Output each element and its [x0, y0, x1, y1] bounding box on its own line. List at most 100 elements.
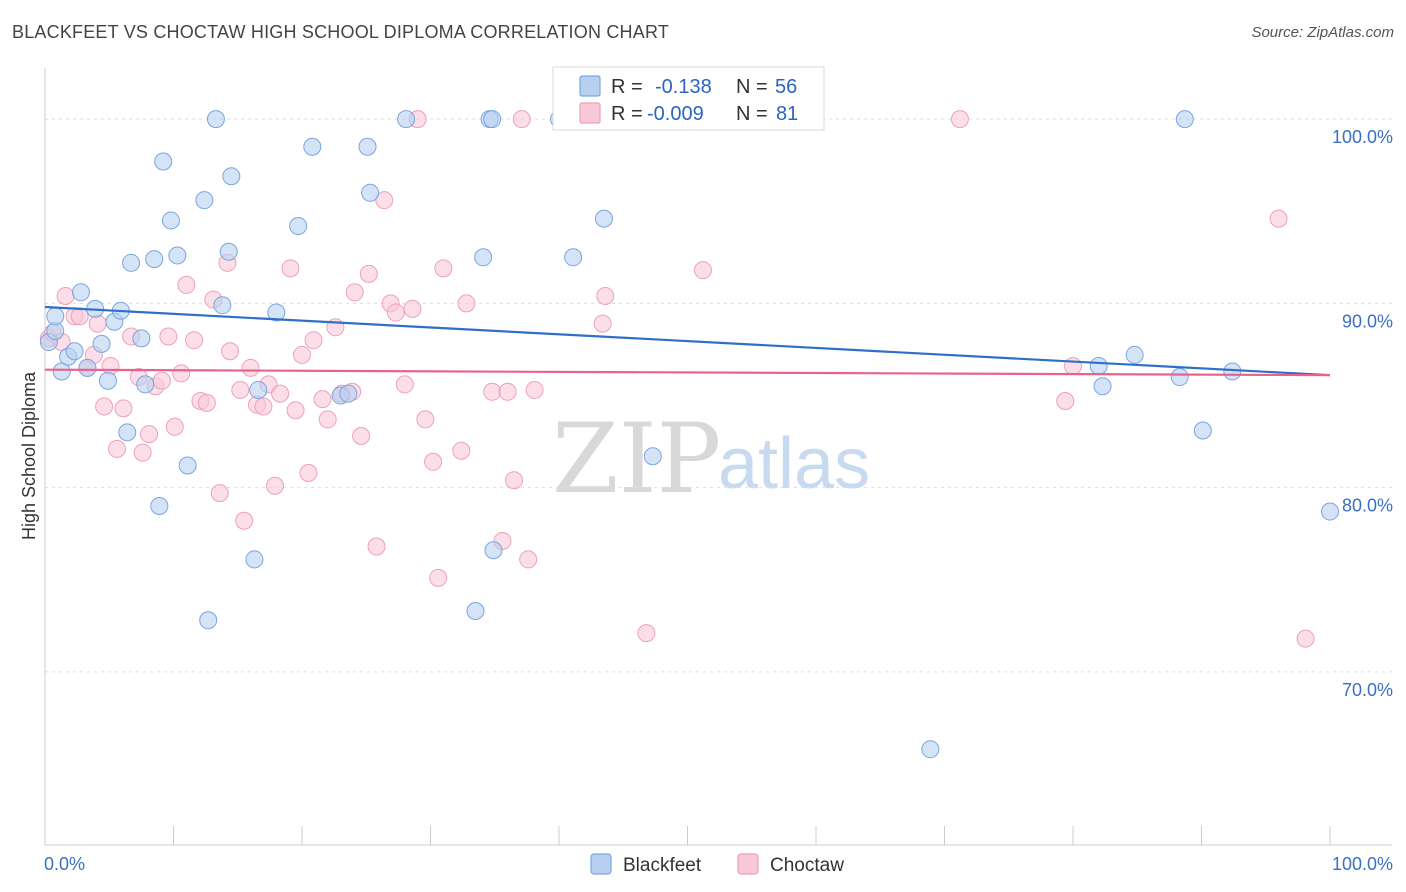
- choctaw-point: [434, 259, 453, 278]
- blackfeet-point: [71, 283, 90, 302]
- blackfeet-point: [339, 384, 358, 403]
- choctaw-point: [172, 364, 191, 383]
- blackfeet-point: [78, 358, 97, 377]
- blackfeet-point: [303, 137, 322, 156]
- blackfeet-point: [154, 152, 173, 171]
- choctaw-point: [429, 568, 448, 587]
- blackfeet-point: [249, 380, 268, 399]
- blackfeet-point: [397, 110, 416, 129]
- blackfeet-point: [206, 110, 225, 129]
- y-axis-title: High School Diploma: [19, 371, 39, 540]
- choctaw-point: [457, 294, 476, 313]
- choctaw-point: [293, 345, 311, 364]
- choctaw-point: [424, 452, 443, 471]
- choctaw-point: [107, 439, 126, 458]
- choctaw-point: [304, 331, 323, 350]
- blackfeet-point: [1321, 502, 1339, 521]
- legend-n-value-choctaw: 81: [776, 103, 798, 125]
- blackfeet-point: [1093, 377, 1112, 396]
- stats-legend: R = -0.138 N = 56 R = -0.009 N = 81: [552, 66, 825, 131]
- blackfeet-point: [267, 303, 286, 322]
- choctaw-point: [210, 484, 229, 503]
- choctaw-point: [593, 314, 612, 333]
- blackfeet-point: [361, 183, 380, 202]
- chart-title: BLACKFEET VS CHOCTAW HIGH SCHOOL DIPLOMA…: [12, 22, 670, 42]
- blackfeet-point: [483, 110, 502, 129]
- axes: [44, 68, 1392, 846]
- choctaw-point: [88, 314, 107, 333]
- choctaw-point: [596, 286, 615, 305]
- bottom-legend-label-choctaw: Choctaw: [770, 855, 844, 876]
- legend-r-label-blackfeet: R =: [611, 76, 643, 98]
- choctaw-point: [693, 261, 712, 280]
- choctaw-point: [416, 410, 435, 429]
- blackfeet-point: [199, 611, 218, 630]
- legend-n-value-blackfeet: 56: [775, 76, 797, 98]
- choctaw-point: [352, 426, 371, 445]
- choctaw-point: [299, 463, 318, 482]
- choctaw-point: [286, 401, 305, 420]
- choctaw-point: [101, 356, 120, 375]
- blackfeet-point: [65, 342, 84, 361]
- blackfeet-point: [358, 137, 377, 156]
- choctaw-point: [235, 511, 254, 530]
- bottom-legend-label-blackfeet: Blackfeet: [623, 855, 702, 876]
- choctaw-point: [483, 382, 502, 401]
- blackfeet-point: [1170, 368, 1189, 387]
- y-tick-label: 70.0%: [1342, 680, 1393, 700]
- choctaw-point: [266, 476, 285, 495]
- choctaw-point: [525, 380, 544, 399]
- blackfeet-point: [474, 248, 493, 267]
- x-tick-label: 0.0%: [44, 854, 85, 874]
- choctaw-point: [386, 303, 405, 322]
- choctaw-trendline: [44, 368, 1331, 377]
- y-tick-label: 90.0%: [1342, 311, 1393, 331]
- blackfeet-point: [150, 497, 169, 516]
- choctaw-point: [452, 441, 471, 460]
- choctaw-point: [395, 375, 414, 394]
- choctaw-point: [637, 624, 656, 643]
- choctaw-point: [403, 299, 422, 318]
- blackfeet-point: [1223, 362, 1242, 381]
- choctaw-point: [197, 393, 216, 412]
- legend-r-value-choctaw: -0.009: [647, 103, 704, 125]
- choctaw-point: [318, 410, 337, 429]
- choctaw-point: [95, 397, 114, 416]
- blackfeet-point: [222, 167, 241, 186]
- blackfeet-point: [564, 248, 583, 267]
- blackfeet-point: [289, 216, 308, 235]
- blackfeet-point: [118, 423, 137, 442]
- choctaw-point: [221, 342, 240, 361]
- choctaw-point: [133, 443, 152, 462]
- choctaw-point: [177, 275, 196, 294]
- y-tick-label: 100.0%: [1332, 127, 1393, 147]
- blackfeet-point: [1175, 110, 1194, 129]
- blackfeet-point: [168, 246, 187, 265]
- choctaw-point: [159, 327, 178, 346]
- blackfeet-point: [132, 329, 151, 348]
- choctaw-point: [1296, 629, 1315, 648]
- blackfeet-point: [122, 253, 141, 272]
- legend-r-label-choctaw: R =: [611, 103, 643, 125]
- legend-n-label-blackfeet: N =: [736, 76, 768, 98]
- choctaw-point: [505, 471, 524, 490]
- blackfeet-point: [136, 375, 155, 394]
- blackfeet-point: [195, 191, 214, 210]
- choctaw-point: [512, 110, 531, 129]
- legend-r-value-blackfeet: -0.138: [655, 76, 712, 98]
- choctaw-point: [70, 307, 89, 326]
- choctaw-point: [231, 380, 250, 399]
- choctaw-point: [271, 384, 290, 403]
- x-tick-labels: 0.0% 100.0%: [44, 854, 1393, 874]
- trendlines: [44, 305, 1331, 377]
- blackfeet-point: [484, 541, 503, 560]
- choctaw-point: [254, 397, 273, 416]
- choctaw-point: [313, 390, 332, 409]
- blackfeet-point: [1193, 421, 1212, 440]
- choctaw-point: [241, 358, 260, 377]
- legend-swatch-choctaw: [579, 102, 601, 124]
- blackfeet-point: [643, 447, 662, 466]
- blackfeet-point: [145, 250, 164, 269]
- blackfeet-point: [98, 371, 117, 390]
- choctaw-point: [114, 399, 133, 418]
